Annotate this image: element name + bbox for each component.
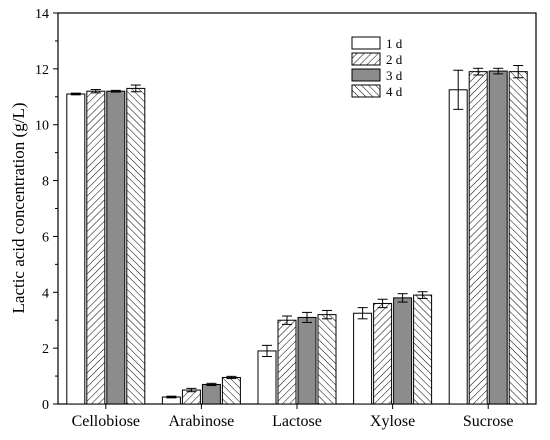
legend-label: 1 d (386, 36, 403, 51)
y-tick-label: 4 (42, 286, 49, 301)
y-tick-label: 8 (42, 175, 49, 190)
x-axis-category-labels: Cellobiose Arabinose Lactose Xylose Sucrose (72, 404, 514, 430)
legend-label: 3 d (386, 68, 403, 83)
y-tick-label: 2 (42, 342, 49, 357)
bar (86, 90, 106, 405)
y-axis-label: Lactic acid concentration (g/L) (9, 103, 28, 314)
bar (66, 93, 86, 405)
bars-group (66, 65, 528, 405)
bar (317, 314, 337, 405)
legend-label: 2 d (386, 52, 403, 67)
bar (393, 297, 413, 405)
legend: 1 d2 d3 d4 d (351, 36, 403, 99)
bar (488, 70, 508, 405)
y-tick-label: 10 (35, 119, 49, 134)
bar (221, 376, 241, 405)
legend-swatch (351, 36, 381, 50)
bar (508, 71, 528, 405)
bar (468, 71, 488, 405)
y-tick-label: 0 (42, 398, 49, 413)
y-axis-ticks: 0 2 4 6 8 10 12 14 (35, 7, 58, 413)
legend-label: 4 d (386, 84, 403, 99)
bar (126, 87, 146, 405)
bar (257, 350, 277, 405)
x-category-label: Lactose (272, 413, 322, 430)
legend-swatch (351, 84, 381, 98)
bar (373, 302, 393, 405)
x-category-label: Xylose (370, 413, 415, 430)
y-tick-label: 6 (42, 230, 49, 245)
bar (297, 316, 317, 405)
bar (413, 294, 433, 405)
legend-swatch (351, 52, 381, 66)
x-category-label: Arabinose (169, 413, 235, 430)
bar (448, 89, 468, 405)
bar (106, 90, 126, 405)
bar (277, 319, 297, 405)
x-category-label: Sucrose (463, 413, 514, 430)
bar (201, 383, 221, 405)
y-tick-label: 12 (35, 63, 49, 78)
bar (353, 312, 373, 405)
x-category-label: Cellobiose (72, 413, 140, 430)
y-tick-label: 14 (35, 7, 49, 22)
legend-swatch (351, 68, 381, 82)
